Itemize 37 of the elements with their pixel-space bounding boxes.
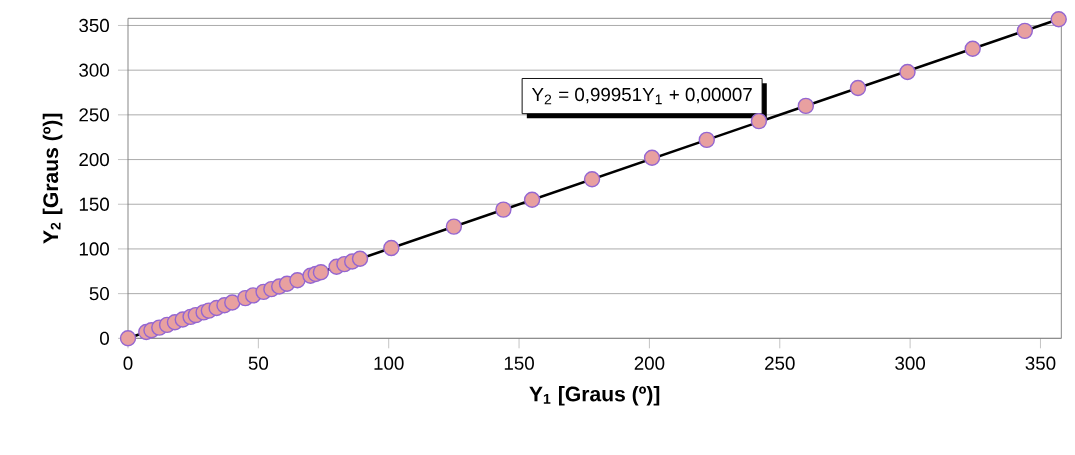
- y-axis-title: Y$_{2}$ [Graus (º)]: [42, 113, 63, 244]
- point: [899, 63, 916, 81]
- y-tick-label: 300: [79, 63, 109, 77]
- y-tick-label: 0: [100, 331, 109, 345]
- point: [351, 250, 369, 267]
- x-tick-label: 0: [123, 356, 133, 370]
- x-tick-label: 350: [1025, 356, 1056, 370]
- point: [964, 40, 981, 57]
- y-tick-label: 250: [79, 108, 109, 122]
- point: [750, 112, 768, 130]
- y-tick-label: 350: [79, 18, 109, 33]
- point: [495, 201, 512, 218]
- x-axis-title: Y$_{1}$ [Graus (º)]: [529, 385, 660, 406]
- y-tick-label: 150: [79, 197, 109, 211]
- point: [523, 191, 541, 208]
- annotation: Y$_{2}$ = 0,99951Y$_{1}$ + 0,00007: [531, 87, 752, 105]
- point: [445, 218, 463, 235]
- point: [119, 330, 137, 347]
- y-tick-label: 100: [79, 242, 109, 256]
- point: [797, 97, 815, 115]
- point: [849, 79, 867, 97]
- y-tick-label: 200: [79, 152, 109, 167]
- y-tick-label: 50: [89, 287, 109, 301]
- point: [643, 149, 661, 166]
- x-tick-label: 250: [765, 356, 795, 370]
- point: [289, 272, 306, 289]
- x-tick-label: 50: [248, 356, 269, 370]
- point: [224, 294, 241, 311]
- point: [698, 131, 715, 149]
- point: [583, 171, 601, 188]
- point: [383, 239, 400, 257]
- point: [312, 263, 330, 281]
- x-tick-label: 150: [504, 356, 534, 370]
- x-tick-label: 100: [374, 356, 404, 370]
- point: [1016, 22, 1034, 40]
- x-tick-label: 300: [895, 356, 926, 370]
- x-tick-label: 200: [634, 356, 665, 370]
